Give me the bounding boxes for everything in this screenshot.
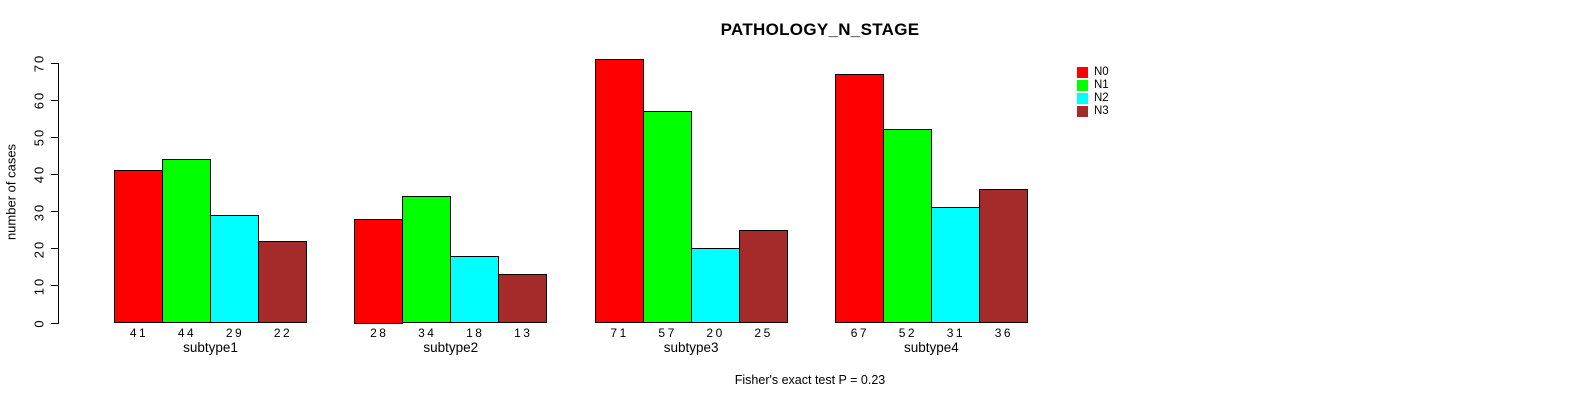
bar-value-label: 29	[225, 326, 245, 340]
bar-subtype3-N1	[642, 110, 692, 324]
y-axis-tick	[50, 285, 58, 287]
caption: Fisher's exact test P = 0.23	[734, 373, 886, 387]
bar-subtype4-N1	[882, 129, 932, 324]
bar-value-label: 31	[946, 326, 966, 340]
legend-swatch-N1	[1077, 79, 1088, 91]
bar-subtype4-N2	[930, 207, 980, 324]
bar-value-label: 44	[177, 326, 197, 340]
bar-subtype1-N3	[258, 240, 307, 324]
legend-swatch-N3	[1077, 105, 1088, 117]
bar-value-label: 25	[754, 326, 773, 340]
y-axis-tick-label: 0	[31, 318, 47, 328]
legend-entry-N3: N3	[1077, 105, 1109, 117]
bar-value-label: 57	[658, 326, 677, 340]
y-axis-tick	[50, 62, 58, 64]
bar-value-label: 41	[129, 326, 149, 340]
legend-label-N2: N2	[1094, 92, 1109, 104]
y-axis-tick	[50, 173, 58, 175]
y-axis-tick-label: 50	[31, 128, 47, 147]
bar-value-label: 34	[418, 326, 437, 340]
bar-value-label: 36	[994, 326, 1014, 340]
y-axis-tick-label: 20	[31, 239, 47, 258]
y-axis-tick-label: 40	[31, 165, 47, 184]
legend-entry-N0: N0	[1077, 66, 1109, 78]
y-axis-tick-label: 10	[31, 276, 47, 296]
y-axis-line	[57, 62, 59, 324]
chart-title: PATHOLOGY_N_STAGE	[720, 20, 920, 39]
bar-value-label: 71	[610, 326, 629, 340]
legend-label-N3: N3	[1094, 105, 1109, 117]
bar-subtype1-N2	[210, 214, 259, 324]
y-axis-label: number of cases	[3, 143, 19, 241]
legend-label-N0: N0	[1094, 66, 1109, 78]
bar-subtype3-N2	[690, 248, 740, 324]
bar-value-label: 13	[514, 326, 533, 340]
legend-label-N1: N1	[1094, 79, 1109, 91]
bar-subtype3-N3	[738, 229, 788, 324]
bar-subtype4-N3	[978, 188, 1028, 324]
bar-subtype1-N0	[114, 170, 163, 324]
category-label-subtype4: subtype4	[903, 340, 959, 355]
legend-entry-N1: N1	[1077, 79, 1109, 91]
y-axis-tick-label: 30	[31, 202, 47, 221]
bar-subtype2-N2	[450, 255, 500, 324]
y-axis-tick	[50, 99, 58, 101]
y-axis-tick	[50, 136, 58, 138]
legend-swatch-N0	[1077, 66, 1088, 78]
y-axis-tick	[50, 211, 58, 213]
bar-subtype4-N0	[834, 73, 884, 324]
bar-subtype2-N1	[402, 196, 452, 324]
bar-value-label: 28	[370, 326, 389, 340]
bar-value-label: 22	[273, 326, 293, 340]
y-axis-tick	[50, 322, 58, 324]
y-axis-tick-label: 70	[31, 53, 47, 73]
bar-value-label: 18	[466, 326, 485, 340]
bar-subtype1-N1	[162, 159, 211, 324]
category-label-subtype1: subtype1	[183, 340, 238, 355]
y-axis-tick	[50, 248, 58, 250]
y-axis-tick-label: 60	[31, 90, 47, 110]
bar-value-label: 20	[706, 326, 725, 340]
bar-subtype3-N0	[594, 58, 644, 324]
category-label-subtype3: subtype3	[663, 340, 719, 355]
bar-value-label: 67	[850, 326, 870, 340]
bar-value-label: 52	[898, 326, 918, 340]
bar-subtype2-N3	[498, 274, 548, 324]
bar-subtype2-N0	[354, 218, 404, 324]
legend-swatch-N2	[1077, 92, 1088, 104]
legend-entry-N2: N2	[1077, 92, 1109, 104]
category-label-subtype2: subtype2	[423, 340, 479, 355]
